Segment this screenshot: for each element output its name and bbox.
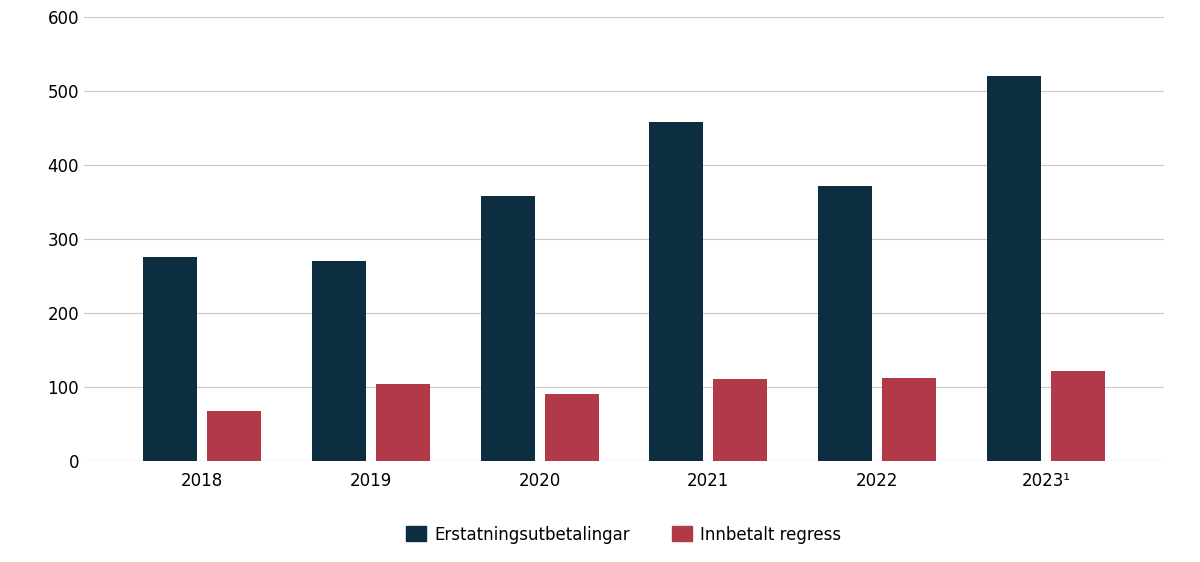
Bar (1051, 370, 1105, 461)
Bar (818, 185, 872, 461)
Bar (208, 410, 262, 461)
Bar (649, 122, 703, 461)
Bar (143, 257, 197, 461)
Bar (545, 395, 599, 461)
Bar (714, 379, 768, 461)
Bar (312, 261, 366, 461)
Bar (480, 196, 534, 461)
Bar (882, 378, 936, 461)
Legend: Erstatningsutbetalingar, Innbetalt regress: Erstatningsutbetalingar, Innbetalt regre… (400, 519, 848, 550)
Bar (986, 76, 1040, 461)
Bar (376, 384, 430, 461)
